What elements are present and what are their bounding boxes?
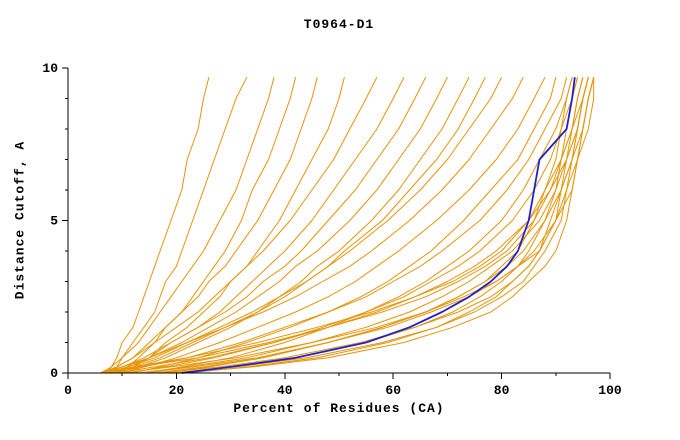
svg-text:40: 40 xyxy=(277,383,293,398)
svg-text:80: 80 xyxy=(494,383,510,398)
svg-text:100: 100 xyxy=(598,383,622,398)
svg-text:0: 0 xyxy=(50,366,58,381)
x-axis-label: Percent of Residues (CA) xyxy=(233,401,445,416)
svg-text:20: 20 xyxy=(169,383,185,398)
svg-text:10: 10 xyxy=(42,61,58,76)
svg-text:0: 0 xyxy=(64,383,72,398)
svg-text:5: 5 xyxy=(50,214,58,229)
chart-title: T0964-D1 xyxy=(303,17,375,32)
svg-text:60: 60 xyxy=(385,383,401,398)
